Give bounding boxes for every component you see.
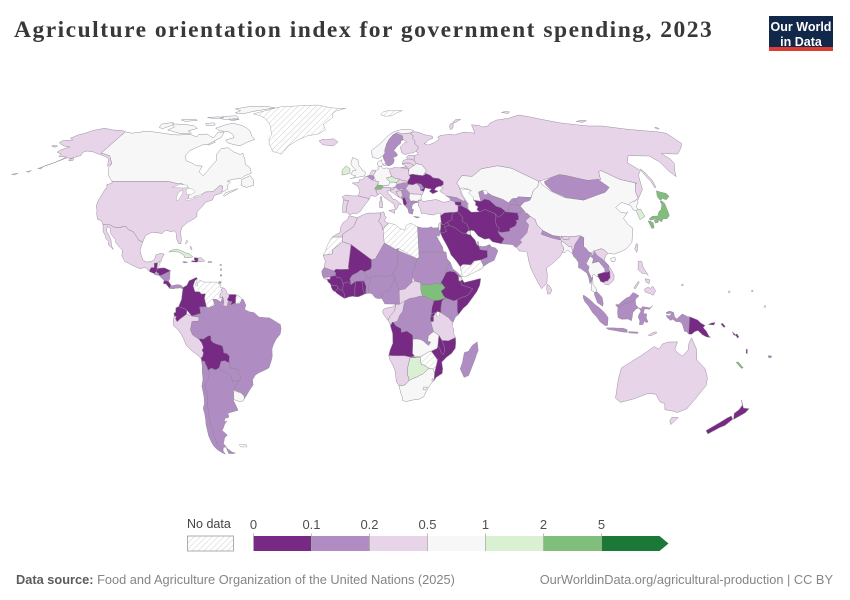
svg-text:0.1: 0.1 [302,517,320,532]
svg-text:0.2: 0.2 [360,517,378,532]
svg-text:0.5: 0.5 [418,517,436,532]
svg-text:0: 0 [250,517,257,532]
svg-text:5: 5 [598,517,605,532]
svg-text:1: 1 [482,517,489,532]
svg-text:2: 2 [540,517,547,532]
